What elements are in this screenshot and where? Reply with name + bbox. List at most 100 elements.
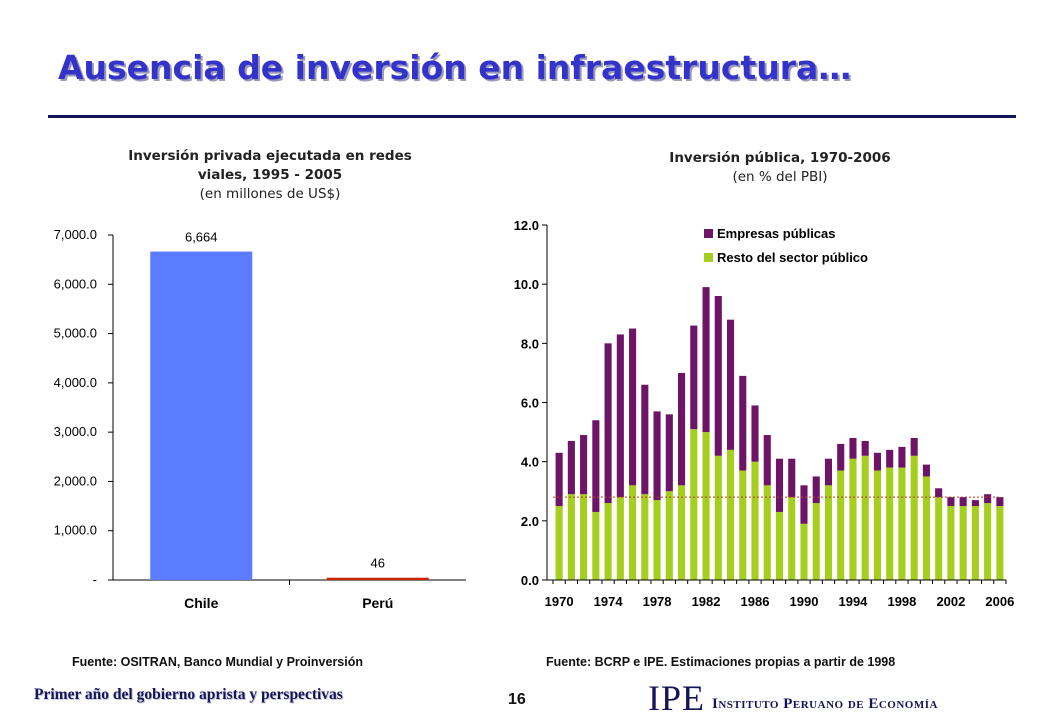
stack-segment-resto [555,506,563,580]
stack-segment-empresas [996,497,1004,507]
public-investment-chart: Empresas públicas Resto del sector públic… [514,218,1015,609]
stack-segment-resto [775,511,784,580]
right-y-tick-label: 8.0 [521,336,539,351]
left-chart-title-line1: Inversión privada ejecutada en redes [128,148,412,164]
stack-segment-resto [788,497,796,580]
right-y-tick-label: 12.0 [514,218,539,233]
stack-segment-resto [849,458,857,580]
stack-segment-empresas [947,497,955,507]
right-chart-title: Inversión pública, 1970-2006 (en % del P… [580,149,980,187]
stack-segment-resto [592,511,600,580]
stack-segment-empresas [837,443,845,471]
right-x-tick-label: 1986 [741,594,770,609]
stack-segment-empresas [935,488,943,498]
left-chart-subtitle: (en millones de US$) [199,186,341,202]
right-x-tick-label: 2006 [985,594,1014,609]
stack-segment-resto [873,470,881,580]
right-x-tick-label: 2002 [936,594,965,609]
stack-segment-empresas [739,375,747,471]
stack-segment-empresas [690,325,698,430]
stack-segment-empresas [702,287,710,433]
stack-segment-resto [971,506,979,580]
stack-segment-resto [665,491,673,580]
stack-segment-resto [567,494,575,580]
ipe-institute-name: Instituto Peruano de Economía [712,696,938,712]
stack-segment-empresas [653,411,661,501]
stack-segment-empresas [714,296,722,456]
slide-title: Ausencia de inversión en infraestructura… [58,48,852,87]
stack-segment-empresas [959,497,967,507]
stack-segment-empresas [616,334,624,498]
stack-segment-resto [763,485,771,580]
left-y-tick-label: 2,000.0 [54,473,97,488]
stack-segment-resto [653,500,661,580]
stack-segment-resto [935,497,943,580]
stack-segment-resto [616,497,624,580]
stack-segment-resto [886,467,894,580]
stack-segment-resto [580,494,588,580]
right-x-tick-label: 1998 [887,594,916,609]
stack-segment-resto [726,449,735,580]
stack-segment-resto [751,461,759,580]
title-underline [48,115,1016,118]
stack-segment-empresas [971,500,979,507]
stack-segment-resto [984,503,992,580]
stack-segment-empresas [641,384,649,495]
right-chart-subtitle: (en % del PBI) [732,169,828,185]
legend-label: Empresas públicas [717,226,836,241]
stack-segment-empresas [910,438,918,456]
left-x-category-label: Perú [362,595,393,611]
stack-segment-resto [800,523,808,580]
left-y-tick-label: 4,000.0 [54,375,97,390]
stack-segment-resto [641,494,649,580]
stack-segment-empresas [580,435,588,495]
left-chart-source: Fuente: OSITRAN, Banco Mundial y Proinve… [72,655,364,669]
stack-segment-empresas [812,476,820,504]
bar-per [326,577,429,580]
right-x-tick-label: 1978 [643,594,672,609]
stack-segment-empresas [555,452,563,507]
footer [0,676,1040,720]
stack-segment-empresas [751,405,759,462]
right-x-tick-label: 1994 [838,594,868,609]
stack-segment-resto [861,455,869,580]
stack-segment-empresas [665,414,673,492]
legend-label: Resto del sector público [717,250,868,265]
left-y-tick-label: 3,000.0 [54,424,97,439]
stack-segment-resto [910,455,918,580]
stack-segment-empresas [775,458,784,512]
bar-data-label: 46 [371,556,385,571]
footer-presentation-title: Primer año del gobierno aprista y perspe… [34,686,343,703]
stack-segment-empresas [873,452,881,471]
left-y-tick-label: 1,000.0 [54,523,97,538]
stack-segment-empresas [567,440,575,495]
stack-segment-resto [714,455,722,580]
stack-segment-empresas [824,458,833,486]
stack-segment-resto [678,485,686,580]
left-y-tick-label: 6,000.0 [54,276,97,291]
left-chart-title: Inversión privada ejecutada en redes via… [80,147,460,204]
stack-segment-resto [690,429,698,580]
stack-segment-resto [922,476,930,580]
bar-data-label: 6,664 [185,230,218,245]
stack-segment-empresas [886,449,894,468]
stack-segment-empresas [763,435,771,486]
stack-segment-resto [812,503,820,580]
stack-segment-resto [837,470,845,580]
stack-segment-resto [739,470,747,580]
stack-segment-empresas [604,343,612,504]
ipe-logo: IPE [648,678,705,718]
stack-segment-resto [996,506,1004,580]
stack-segment-empresas [629,328,637,486]
stack-segment-resto [898,467,906,580]
stack-segment-empresas [788,458,796,498]
right-y-tick-label: 2.0 [521,514,539,529]
left-x-category-label: Chile [184,595,218,611]
stack-segment-empresas [984,494,992,504]
bar-chile [150,251,253,580]
right-chart-source: Fuente: BCRP e IPE. Estimaciones propias… [546,655,896,669]
stack-segment-resto [959,506,967,580]
stack-segment-empresas [678,372,686,486]
stack-segment-empresas [800,485,808,524]
right-y-tick-label: 6.0 [521,396,539,411]
